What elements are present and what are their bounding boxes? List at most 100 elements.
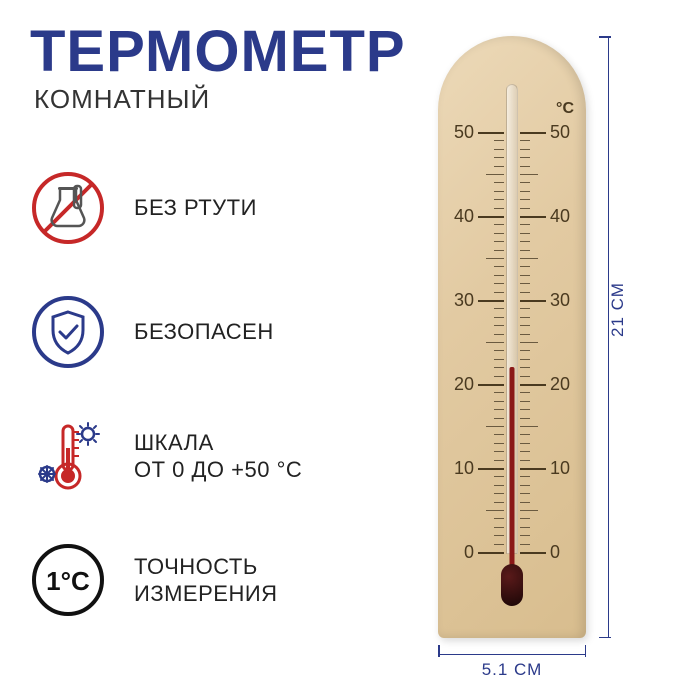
feature-text: ТОЧНОСТЬ ИЗМЕРЕНИЯ <box>134 553 278 608</box>
scale-tick <box>494 317 504 318</box>
scale-tick <box>520 544 530 545</box>
feature-range: ШКАЛА ОТ 0 ДО +50 °С <box>30 418 390 494</box>
feature-text: БЕЗОПАСЕН <box>134 318 274 346</box>
thermometer-scale: 0010102020303040405050 <box>452 112 572 592</box>
product-title: ТЕРМОМЕТР <box>30 18 406 85</box>
accuracy-icon: 1°C <box>30 542 106 618</box>
scale-tick <box>520 392 530 393</box>
accuracy-badge-text: 1°C <box>46 566 90 596</box>
scale-tick <box>494 535 504 536</box>
scale-tick <box>494 485 504 486</box>
scale-tick <box>494 409 504 410</box>
scale-tick <box>520 174 538 175</box>
scale-tick <box>478 132 504 134</box>
scale-tick <box>494 392 504 393</box>
scale-tick <box>494 334 504 335</box>
scale-tick <box>520 191 530 192</box>
scale-number: 20 <box>550 374 570 395</box>
feature-no-mercury: БЕЗ РТУТИ <box>30 170 390 246</box>
scale-tick <box>494 418 504 419</box>
scale-tick <box>520 384 546 386</box>
scale-tick <box>520 518 530 519</box>
thermometer-product: °C 0010102020303040405050 <box>438 36 586 638</box>
dimension-width-label: 5.1 СМ <box>438 660 586 680</box>
scale-tick <box>494 518 504 519</box>
scale-tick <box>494 166 504 167</box>
scale-tick <box>494 157 504 158</box>
scale-tick <box>494 149 504 150</box>
scale-tick <box>520 376 530 377</box>
scale-tick <box>520 434 530 435</box>
scale-tick <box>520 199 530 200</box>
scale-tick <box>478 468 504 470</box>
dimension-height: 21 СМ <box>604 36 636 638</box>
scale-tick <box>520 451 530 452</box>
scale-number: 10 <box>454 458 474 479</box>
scale-tick <box>520 493 530 494</box>
scale-tick <box>520 359 530 360</box>
thermo-range-icon <box>30 418 106 494</box>
scale-tick <box>494 182 504 183</box>
scale-tick <box>494 191 504 192</box>
scale-number: 50 <box>550 122 570 143</box>
scale-tick <box>520 409 530 410</box>
scale-tick <box>478 216 504 218</box>
scale-number: 50 <box>454 122 474 143</box>
scale-tick <box>520 216 546 218</box>
scale-tick <box>486 258 504 259</box>
scale-tick <box>520 502 530 503</box>
scale-tick <box>520 308 530 309</box>
scale-tick <box>520 283 530 284</box>
dimension-width-line <box>438 654 586 655</box>
no-mercury-icon <box>30 170 106 246</box>
scale-tick <box>494 292 504 293</box>
scale-tick <box>520 443 530 444</box>
scale-number: 30 <box>550 290 570 311</box>
scale-tick <box>494 493 504 494</box>
features-list: БЕЗ РТУТИ БЕЗОПАСЕН <box>30 170 390 666</box>
scale-tick <box>494 460 504 461</box>
scale-number: 0 <box>550 542 560 563</box>
scale-tick <box>494 451 504 452</box>
scale-tick <box>494 401 504 402</box>
product-subtitle: КОМНАТНЫЙ <box>34 84 210 115</box>
scale-tick <box>494 308 504 309</box>
scale-tick <box>494 443 504 444</box>
scale-tick <box>520 241 530 242</box>
scale-tick <box>520 535 530 536</box>
scale-tick <box>494 275 504 276</box>
scale-tick <box>520 157 530 158</box>
scale-tick <box>520 166 530 167</box>
scale-tick <box>520 426 538 427</box>
dimension-height-line <box>608 36 609 638</box>
scale-tick <box>520 149 530 150</box>
scale-tick <box>494 199 504 200</box>
scale-tick <box>520 468 546 470</box>
feature-text: ШКАЛА ОТ 0 ДО +50 °С <box>134 429 302 484</box>
scale-tick <box>520 132 546 134</box>
scale-tick <box>520 140 530 141</box>
scale-tick <box>520 325 530 326</box>
scale-number: 30 <box>454 290 474 311</box>
scale-tick <box>520 418 530 419</box>
scale-tick <box>478 552 504 554</box>
scale-tick <box>520 250 530 251</box>
scale-tick <box>520 208 530 209</box>
scale-tick <box>494 208 504 209</box>
scale-tick <box>520 233 530 234</box>
scale-tick <box>520 552 546 554</box>
dimension-height-label: 21 СМ <box>608 282 628 337</box>
scale-tick <box>478 300 504 302</box>
scale-tick <box>520 334 530 335</box>
dimension-width: 5.1 СМ <box>438 650 586 682</box>
scale-tick <box>494 434 504 435</box>
scale-tick <box>520 317 530 318</box>
scale-number: 0 <box>464 542 474 563</box>
scale-tick <box>494 476 504 477</box>
scale-tick <box>494 283 504 284</box>
scale-tick <box>486 342 504 343</box>
shield-icon <box>30 294 106 370</box>
scale-tick <box>494 350 504 351</box>
scale-tick <box>520 292 530 293</box>
scale-tick <box>494 233 504 234</box>
